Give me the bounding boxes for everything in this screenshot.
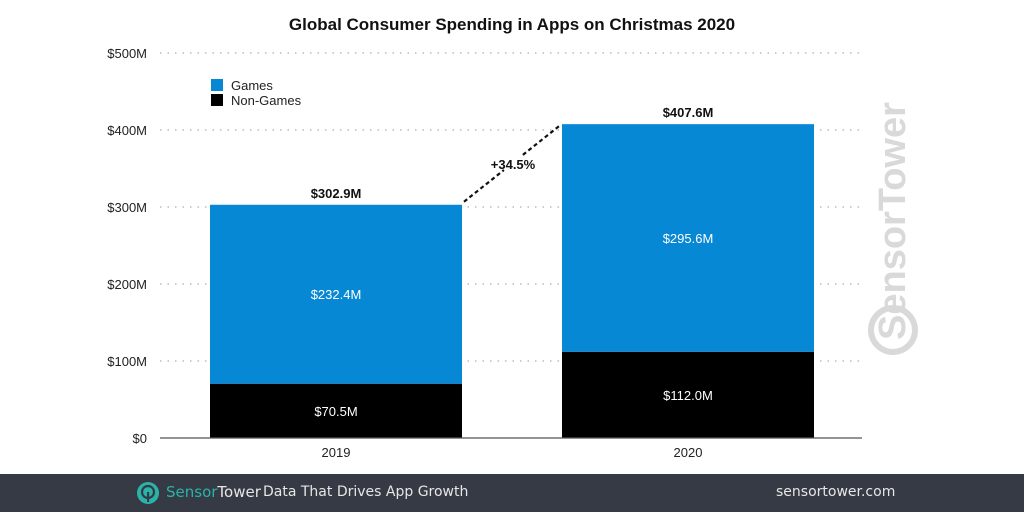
bar-non-games-2019: [210, 383, 462, 438]
footer-bar: SensorTower Data That Drives App Growth …: [0, 474, 1024, 512]
chart: Global Consumer Spending in Apps on Chri…: [107, 15, 918, 460]
x-axis-ticks: 2019 2020: [322, 445, 703, 460]
brand-sensor: Sensor: [166, 483, 218, 501]
bar-value-label: $232.4M: [311, 287, 362, 302]
y-tick-label: $100M: [107, 354, 147, 369]
growth-label: +34.5%: [491, 157, 536, 172]
brand-tower: Tower: [217, 483, 261, 501]
growth-dashed-line: [522, 125, 560, 156]
y-axis-ticks: $0 $100M $200M $300M $400M $500M: [107, 46, 147, 446]
bar-value-label: $295.6M: [663, 231, 714, 246]
watermark: SensorTower: [868, 102, 918, 355]
bar-games-2019: [210, 204, 462, 384]
y-tick-label: $0: [133, 431, 147, 446]
y-tick-label: $200M: [107, 277, 147, 292]
y-tick-label: $300M: [107, 200, 147, 215]
growth-dashed-line: [463, 169, 505, 203]
watermark-logo-icon: [868, 305, 918, 355]
bar-value-label: $112.0M: [663, 388, 713, 403]
bars: $70.5M $232.4M $302.9M $112.0M $295.6M $407.6…: [210, 105, 814, 438]
bar-non-games-2020: [562, 351, 814, 438]
sensortower-logo-icon: [137, 482, 159, 504]
footer-tagline: Data That Drives App Growth: [263, 484, 469, 500]
x-tick-label: 2020: [674, 445, 703, 460]
bar-games-2020: [562, 124, 814, 352]
bar-value-label: $70.5M: [314, 404, 357, 419]
legend-swatch: [211, 79, 223, 91]
chart-title: Global Consumer Spending in Apps on Chri…: [289, 15, 735, 34]
watermark-text: SensorTower: [872, 102, 914, 340]
y-tick-label: $400M: [107, 123, 147, 138]
legend-label: Non-Games: [231, 93, 302, 108]
bar-total-label: $302.9M: [311, 186, 362, 201]
x-tick-label: 2019: [322, 445, 351, 460]
y-tick-label: $500M: [107, 46, 147, 61]
bar-total-label: $407.6M: [663, 105, 714, 120]
legend-label: Games: [231, 78, 273, 93]
growth-annotation-group: +34.5%: [463, 125, 560, 203]
legend-swatch: [211, 94, 223, 106]
footer-website-link[interactable]: sensortower.com: [776, 484, 896, 500]
footer-brand: SensorTower: [166, 483, 261, 501]
